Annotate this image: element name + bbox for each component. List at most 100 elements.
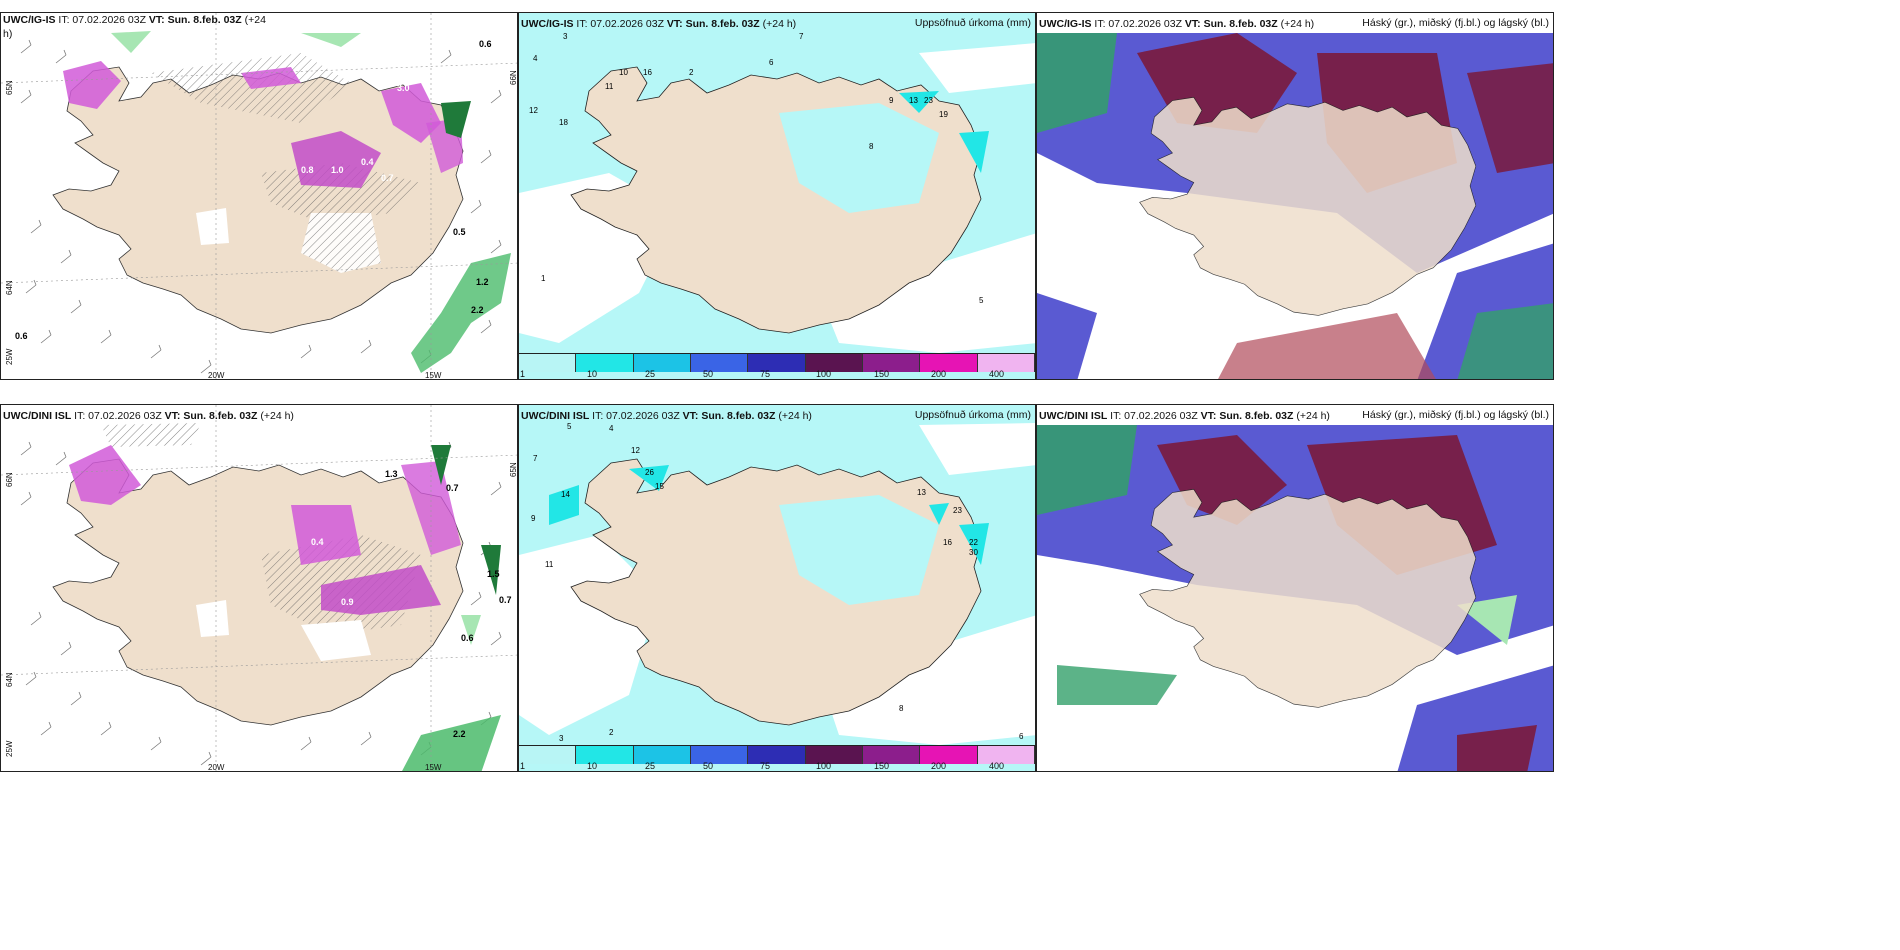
init-time: IT: 07.02.2026 03Z <box>1107 410 1201 422</box>
map-panel-bottom-right: UWC/DINI ISL IT: 07.02.2026 03Z VT: Sun.… <box>1036 404 1554 772</box>
lead-time: (+24 h) <box>775 410 812 422</box>
colorbar-segment <box>519 746 577 764</box>
colorbar-segment <box>748 746 806 764</box>
model-name: UWC/DINI ISL <box>1039 410 1108 422</box>
value-label: 10 <box>619 68 628 77</box>
value-label: 8 <box>869 142 874 151</box>
init-time: IT: 07.02.2026 03Z <box>573 18 667 30</box>
colorbar-segment <box>862 746 921 764</box>
colorbar-label: 100 <box>816 369 832 379</box>
value-label: 1.5 <box>487 569 500 579</box>
value-label: 11 <box>545 560 554 569</box>
panel-variable-title: Háský (gr.), miðský (fj.bl.) og lágský (… <box>1362 409 1549 421</box>
colorbar-label: 50 <box>703 369 714 379</box>
init-time: IT: 07.02.2026 03Z <box>55 14 149 26</box>
value-label: 9 <box>531 514 536 523</box>
value-label: 30 <box>969 548 978 557</box>
panel-variable-title: Háský (gr.), miðský (fj.bl.) og lágský (… <box>1362 17 1549 29</box>
value-label: 6 <box>769 58 774 67</box>
map-panel-bottom-left: 0.7 0.6 0.7 1.5 1.3 2.2 0.9 0.4 UWC/DINI… <box>0 404 518 772</box>
init-time: IT: 07.02.2026 03Z <box>589 410 683 422</box>
colorbar-segment <box>748 354 806 372</box>
axis-label-lat: 64N <box>5 672 14 687</box>
lead-time: (+24 <box>241 14 266 26</box>
wind-snow-map: 0.7 0.6 0.7 1.5 1.3 2.2 0.9 0.4 <box>1 405 517 771</box>
colorbar-segment <box>576 746 634 764</box>
colorbar-label: 200 <box>931 369 947 379</box>
model-name: UWC/DINI ISL <box>521 410 590 422</box>
value-label: 0.4 <box>361 157 374 167</box>
colorbar-label: 75 <box>760 761 771 771</box>
value-label: 0.4 <box>311 537 324 547</box>
colorbar-segment <box>862 354 921 372</box>
colorbar-segment <box>633 746 691 764</box>
colorbar-segment <box>690 746 749 764</box>
value-label: 16 <box>643 68 652 77</box>
colorbar-label: 75 <box>760 369 771 379</box>
model-name: UWC/IG-IS <box>1039 18 1092 30</box>
value-label: 4 <box>609 424 614 433</box>
value-label: 2 <box>609 728 614 737</box>
valid-time: Sun. 8.feb. 03Z <box>1216 410 1294 422</box>
value-label: 9 <box>889 96 894 105</box>
panel-title: UWC/IG-IS IT: 07.02.2026 03Z VT: Sun. 8.… <box>3 13 266 41</box>
colorbar-segment <box>977 354 1035 372</box>
lead-time: (+24 h) <box>257 410 294 422</box>
value-label: 0.9 <box>341 597 354 607</box>
panel-variable-title: Uppsöfnuð úrkoma (mm) <box>914 409 1031 421</box>
map-panel-top-middle: 3 7 4 12 11 10 16 2 6 9 13 23 19 8 1 5 1… <box>518 12 1036 380</box>
value-label: 18 <box>559 118 568 127</box>
value-label: 3 <box>559 734 564 743</box>
value-label: 0.7 <box>381 173 394 183</box>
lead-time: (+24 h) <box>759 18 797 30</box>
value-label: 3.0 <box>397 83 410 93</box>
value-label: 2.2 <box>471 305 484 315</box>
value-label: 26 <box>645 468 654 477</box>
value-label: 7 <box>533 454 538 463</box>
valid-time: Sun. 8.feb. 03Z <box>164 14 242 26</box>
lead-time-cont: h) <box>3 28 13 40</box>
value-label: 1.3 <box>385 469 398 479</box>
value-label: 0.8 <box>301 165 314 175</box>
value-label: 0.5 <box>453 227 466 237</box>
axis-label-lat: 64N <box>5 280 14 295</box>
value-label: 23 <box>924 96 933 105</box>
value-label: 5 <box>567 422 572 431</box>
value-label: 15 <box>655 482 664 491</box>
colorbar-label: 1 <box>520 369 526 379</box>
lead-time: (+24 h) <box>1293 410 1330 422</box>
colorbar-segment <box>920 354 978 372</box>
init-time: IT: 07.02.2026 03Z <box>71 410 165 422</box>
value-label: 23 <box>953 506 962 515</box>
value-label: 7 <box>799 32 804 41</box>
colorbar-label: 150 <box>874 761 890 771</box>
colorbar <box>519 353 1035 372</box>
map-panel-top-right: UWC/IG-IS IT: 07.02.2026 03Z VT: Sun. 8.… <box>1036 12 1554 380</box>
panel-title: UWC/DINI ISL IT: 07.02.2026 03Z VT: Sun.… <box>3 409 294 423</box>
model-name: UWC/DINI ISL <box>3 410 72 422</box>
axis-label-lat: 66N <box>5 472 14 487</box>
colorbar-label: 100 <box>816 761 832 771</box>
cloud-map <box>1037 405 1553 771</box>
value-label: 1.0 <box>331 165 344 175</box>
value-label: 12 <box>529 106 538 115</box>
valid-label: VT: <box>682 410 699 422</box>
axis-label-lat: 65N <box>509 462 518 477</box>
valid-label: VT: <box>666 18 683 30</box>
colorbar-label: 10 <box>587 761 598 771</box>
value-label: 2.2 <box>453 729 466 739</box>
axis-label-lon: 20W <box>208 371 225 380</box>
valid-label: VT: <box>1200 410 1217 422</box>
colorbar-label: 25 <box>645 369 656 379</box>
cloud-map <box>1037 13 1553 379</box>
panel-title: UWC/DINI ISL IT: 07.02.2026 03Z VT: Sun.… <box>1039 409 1330 423</box>
value-label: 12 <box>631 446 640 455</box>
panel-title: UWC/IG-IS IT: 07.02.2026 03Z VT: Sun. 8.… <box>521 17 796 31</box>
colorbar-label: 50 <box>703 761 714 771</box>
valid-time: Sun. 8.feb. 03Z <box>682 18 760 30</box>
value-label: 11 <box>605 82 614 91</box>
axis-label-lat: 66N <box>509 70 518 85</box>
colorbar-label: 1 <box>520 761 526 771</box>
colorbar-segment <box>633 354 691 372</box>
axis-label-lat: 65N <box>5 80 14 95</box>
